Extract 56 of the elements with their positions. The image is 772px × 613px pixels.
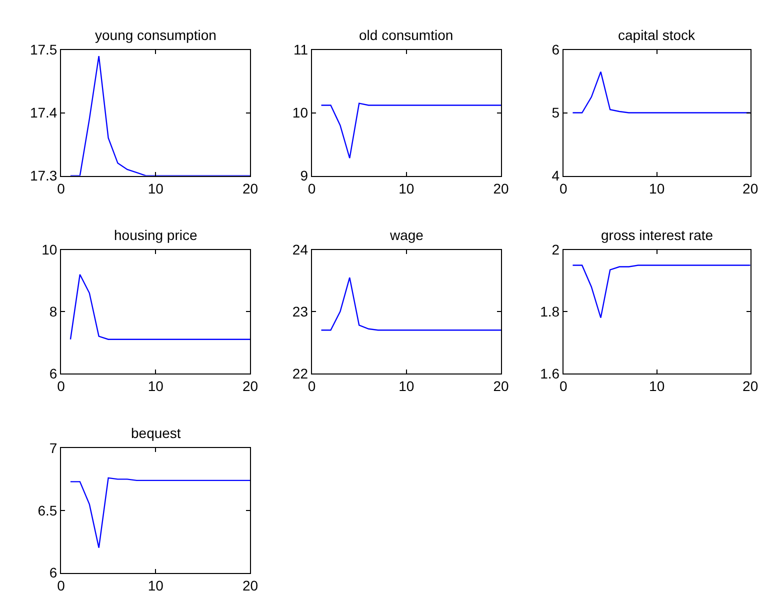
x-tick-label: 20 bbox=[242, 578, 258, 594]
x-tick-label: 20 bbox=[742, 378, 758, 394]
x-tick-label: 10 bbox=[398, 180, 414, 197]
chart-title: bequest bbox=[131, 425, 181, 441]
y-tick-label: 1.6 bbox=[540, 365, 560, 382]
y-tick-label: 10 bbox=[292, 104, 308, 121]
y-tick-label: 6 bbox=[49, 564, 58, 581]
x-tick-label: 20 bbox=[742, 180, 758, 197]
x-tick-label: 0 bbox=[559, 378, 568, 394]
chart-title: wage bbox=[389, 227, 424, 243]
y-tick-label: 11 bbox=[293, 42, 308, 58]
x-tick-label: 10 bbox=[649, 180, 665, 197]
y-tick-label: 6.5 bbox=[38, 502, 58, 518]
x-tick-label: 0 bbox=[559, 180, 568, 197]
x-tick-label: 10 bbox=[148, 180, 164, 197]
x-tick-label: 0 bbox=[308, 180, 316, 197]
x-tick-label: 10 bbox=[148, 378, 164, 394]
x-tick-label: 20 bbox=[493, 180, 510, 197]
x-tick-label: 10 bbox=[649, 378, 665, 394]
x-tick-label: 20 bbox=[493, 378, 510, 394]
line-series bbox=[70, 477, 250, 548]
y-tick-label: 17.3 bbox=[30, 168, 58, 184]
line-series bbox=[572, 71, 750, 114]
y-tick-label: 8 bbox=[49, 303, 58, 320]
chart-title: gross interest rate bbox=[601, 227, 714, 243]
chart-title: young consumption bbox=[95, 27, 216, 43]
y-tick-label: 1.8 bbox=[540, 303, 560, 320]
chart-title: housing price bbox=[114, 227, 198, 243]
x-tick-label: 10 bbox=[148, 578, 164, 594]
x-tick-label: 10 bbox=[398, 378, 414, 394]
y-tick-label: 24 bbox=[292, 242, 308, 258]
line-series bbox=[320, 102, 502, 159]
y-tick-label: 2 bbox=[552, 242, 560, 258]
y-tick-label: 5 bbox=[552, 104, 560, 121]
x-tick-label: 20 bbox=[242, 180, 258, 197]
chart-title: old consumtion bbox=[359, 27, 454, 43]
y-tick-label: 22 bbox=[292, 365, 308, 382]
y-tick-label: 17.5 bbox=[30, 42, 58, 58]
x-tick-label: 20 bbox=[242, 378, 258, 394]
line-series bbox=[70, 274, 250, 340]
y-tick-label: 23 bbox=[292, 303, 308, 320]
chart-title: capital stock bbox=[618, 27, 696, 43]
x-tick-label: 0 bbox=[57, 378, 66, 394]
y-tick-label: 6 bbox=[49, 365, 58, 382]
line-series bbox=[320, 276, 502, 331]
y-tick-label: 9 bbox=[300, 168, 308, 184]
y-tick-label: 6 bbox=[552, 42, 560, 58]
x-tick-label: 0 bbox=[57, 180, 66, 197]
x-tick-label: 0 bbox=[57, 578, 66, 594]
line-series bbox=[70, 55, 250, 176]
y-tick-label: 4 bbox=[552, 168, 560, 184]
y-tick-label: 10 bbox=[42, 242, 58, 258]
x-tick-label: 0 bbox=[308, 378, 316, 394]
y-tick-label: 17.4 bbox=[30, 104, 58, 121]
line-series bbox=[572, 264, 750, 318]
y-tick-label: 7 bbox=[49, 440, 58, 456]
